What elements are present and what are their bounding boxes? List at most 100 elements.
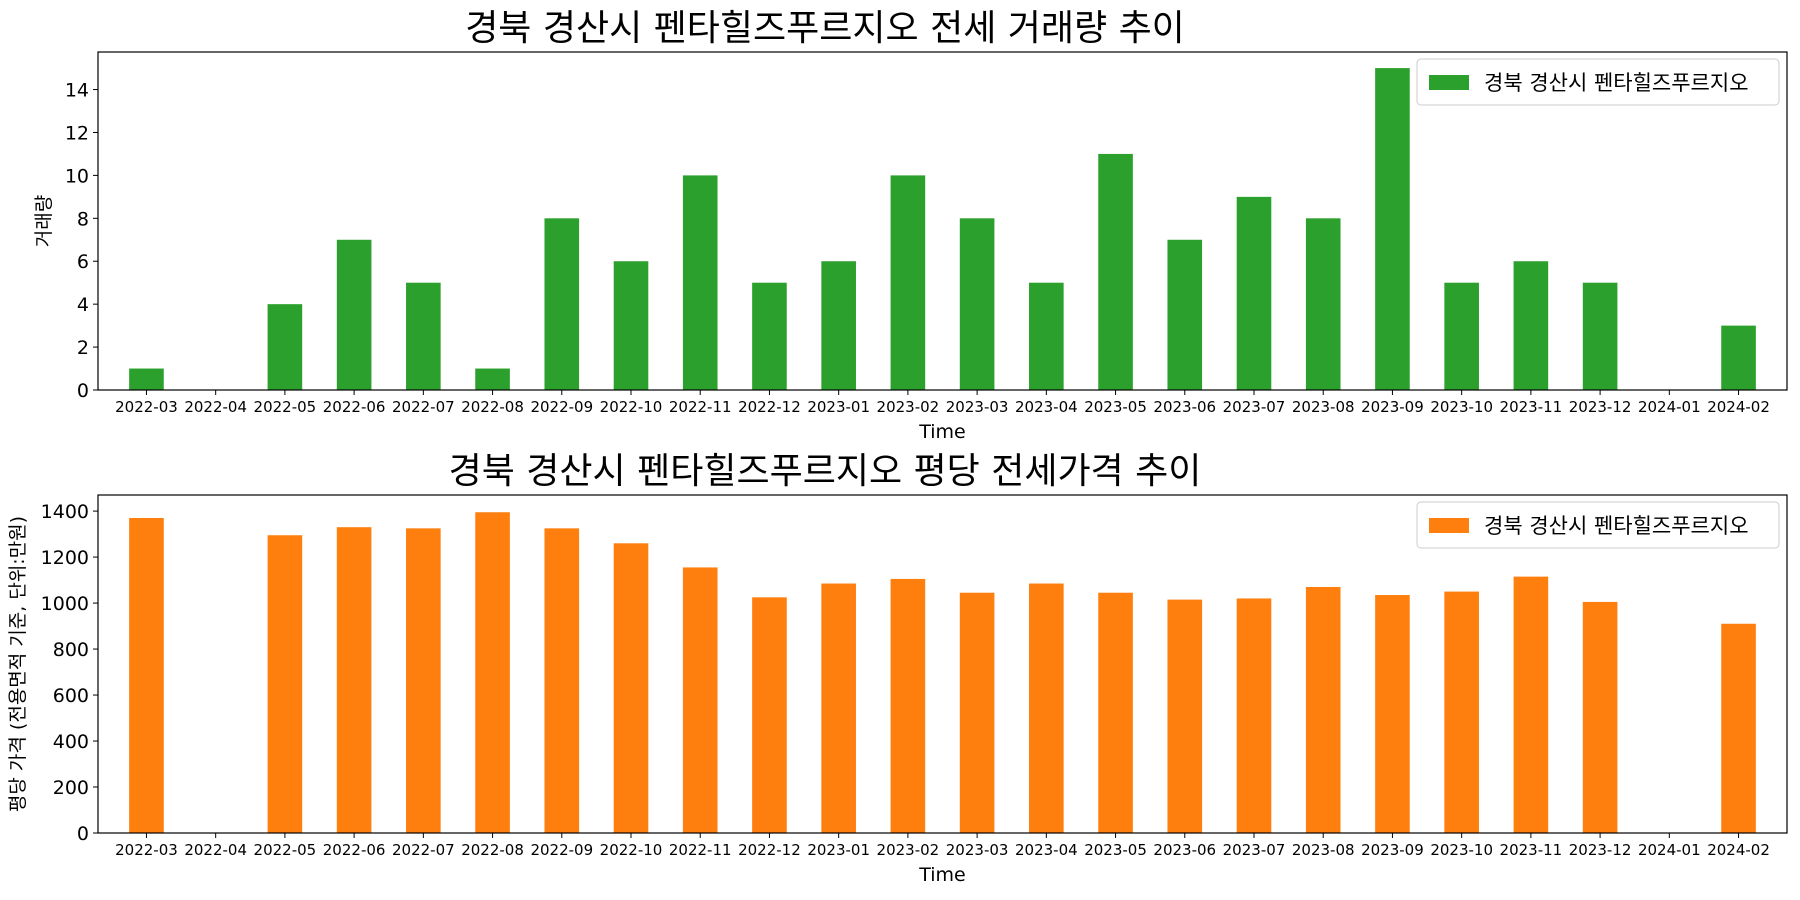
legend-box: [1416, 501, 1780, 549]
bar-2022-10: [613, 543, 649, 833]
y-tick-label: 0: [77, 823, 89, 845]
y-axis-label: 평당 가격 (전용면적 기준, 단위:만원): [7, 516, 29, 812]
bar-2022-06: [336, 527, 372, 833]
y-axis-label: 거래량: [33, 195, 55, 247]
x-tick-label: 2023-02: [877, 398, 940, 416]
plot-frame: [97, 51, 1788, 391]
x-tick-label: 2022-07: [392, 398, 455, 416]
x-tick-label: 2023-01: [807, 398, 870, 416]
legend-swatch: [1429, 75, 1469, 90]
x-tick-label: 2023-06: [1153, 841, 1216, 859]
x-tick-label: 2023-10: [1430, 398, 1493, 416]
x-tick-label: 2022-06: [323, 398, 386, 416]
x-tick-label: 2023-12: [1569, 841, 1632, 859]
x-tick-label: 2023-07: [1223, 398, 1286, 416]
bar-2023-03: [959, 592, 995, 833]
x-tick-label: 2023-04: [1015, 841, 1078, 859]
y-axis-ticks: 0 2 4 6 8 10 12 14: [65, 80, 98, 402]
bar-2022-12: [752, 282, 787, 390]
bar-2022-11: [682, 175, 718, 390]
y-tick-label: 1400: [41, 501, 89, 523]
y-tick-label: 1000: [41, 593, 89, 615]
x-axis-label: Time: [918, 864, 966, 886]
bar-2023-05: [1098, 592, 1133, 833]
bar-2022-09: [544, 218, 580, 390]
bar-2023-10: [1444, 282, 1479, 390]
x-tick-label: 2024-01: [1638, 398, 1701, 416]
legend: 경북 경산시 펜타힐즈푸르지오: [1416, 501, 1780, 549]
bar-2022-03: [129, 368, 164, 390]
y-tick-label: 4: [77, 294, 89, 316]
chart-title: 경북 경산시 펜타힐즈푸르지오 평당 전세가격 추이: [449, 451, 1202, 492]
x-tick-label: 2022-03: [115, 398, 178, 416]
x-tick-label: 2023-09: [1361, 841, 1424, 859]
y-tick-label: 10: [65, 165, 89, 187]
chart-price-per-pyeong: 경북 경산시 펜타힐즈푸르지오 평당 전세가격 추이 2022-03 2022-0…: [7, 451, 1788, 886]
x-tick-label: 2023-03: [946, 841, 1009, 859]
bar-2023-01: [821, 261, 856, 390]
bar-2022-06: [336, 239, 372, 390]
x-tick-label: 2023-05: [1084, 841, 1147, 859]
bar-2022-11: [682, 567, 718, 833]
bar-series: [129, 68, 1756, 390]
legend-label: 경북 경산시 펜타힐즈푸르지오: [1484, 71, 1749, 95]
x-axis-ticks: 2022-03 2022-04 2022-05 2022-06 2022-07 2022-…: [115, 390, 1770, 416]
x-axis-ticks: 2022-03 2022-04 2022-05 2022-06 2022-07 2022-…: [115, 833, 1770, 859]
y-tick-label: 8: [77, 208, 89, 230]
x-tick-label: 2022-11: [669, 398, 732, 416]
x-tick-label: 2023-04: [1015, 398, 1078, 416]
x-tick-label: 2023-08: [1292, 398, 1355, 416]
x-tick-label: 2023-02: [877, 841, 940, 859]
x-tick-label: 2023-03: [946, 398, 1009, 416]
bar-2023-12: [1582, 601, 1618, 833]
x-tick-label: 2023-11: [1500, 398, 1563, 416]
legend-swatch: [1429, 518, 1469, 533]
legend-box: [1416, 58, 1780, 106]
x-tick-label: 2022-08: [461, 398, 524, 416]
y-tick-label: 1200: [41, 547, 89, 569]
x-tick-label: 2023-12: [1569, 398, 1632, 416]
x-tick-label: 2023-10: [1430, 841, 1493, 859]
x-tick-label: 2022-09: [530, 841, 593, 859]
chart-transaction-volume: 경북 경산시 펜타힐즈푸르지오 전세 거래량 추이 2022-03 2022-04…: [33, 8, 1788, 443]
x-tick-label: 2022-12: [738, 841, 801, 859]
bar-2022-08: [475, 512, 510, 833]
bar-2023-02: [890, 175, 926, 390]
bar-2023-09: [1375, 68, 1410, 390]
bar-2022-12: [752, 597, 787, 833]
bar-2023-03: [959, 218, 995, 390]
x-tick-label: 2022-08: [461, 841, 524, 859]
bar-2024-02: [1721, 623, 1756, 833]
x-tick-label: 2024-01: [1638, 841, 1701, 859]
x-tick-label: 2022-07: [392, 841, 455, 859]
y-tick-label: 2: [77, 337, 89, 359]
y-tick-label: 14: [65, 80, 89, 102]
bar-2022-08: [475, 368, 510, 390]
bar-2022-05: [267, 535, 303, 833]
x-tick-label: 2024-02: [1707, 841, 1770, 859]
x-tick-label: 2022-05: [254, 398, 317, 416]
bar-series: [129, 512, 1756, 833]
y-tick-label: 12: [65, 122, 89, 144]
bar-2023-06: [1167, 599, 1203, 833]
chart-title: 경북 경산시 펜타힐즈푸르지오 전세 거래량 추이: [465, 8, 1185, 49]
legend-label: 경북 경산시 펜타힐즈푸르지오: [1484, 514, 1749, 538]
x-tick-label: 2022-05: [254, 841, 317, 859]
bar-2022-05: [267, 304, 303, 390]
bar-2023-09: [1375, 595, 1410, 833]
bar-2023-04: [1029, 583, 1064, 833]
bar-2023-06: [1167, 239, 1203, 390]
bar-2023-08: [1305, 218, 1341, 390]
x-tick-label: 2023-09: [1361, 398, 1424, 416]
bar-2023-05: [1098, 153, 1133, 390]
x-tick-label: 2023-11: [1500, 841, 1563, 859]
bar-2023-07: [1236, 598, 1272, 833]
bar-2024-02: [1721, 325, 1756, 390]
bar-2022-03: [129, 517, 164, 833]
y-tick-label: 0: [77, 380, 89, 402]
bar-2023-04: [1029, 282, 1064, 390]
bar-2023-10: [1444, 591, 1479, 833]
legend: 경북 경산시 펜타힐즈푸르지오: [1416, 58, 1780, 106]
